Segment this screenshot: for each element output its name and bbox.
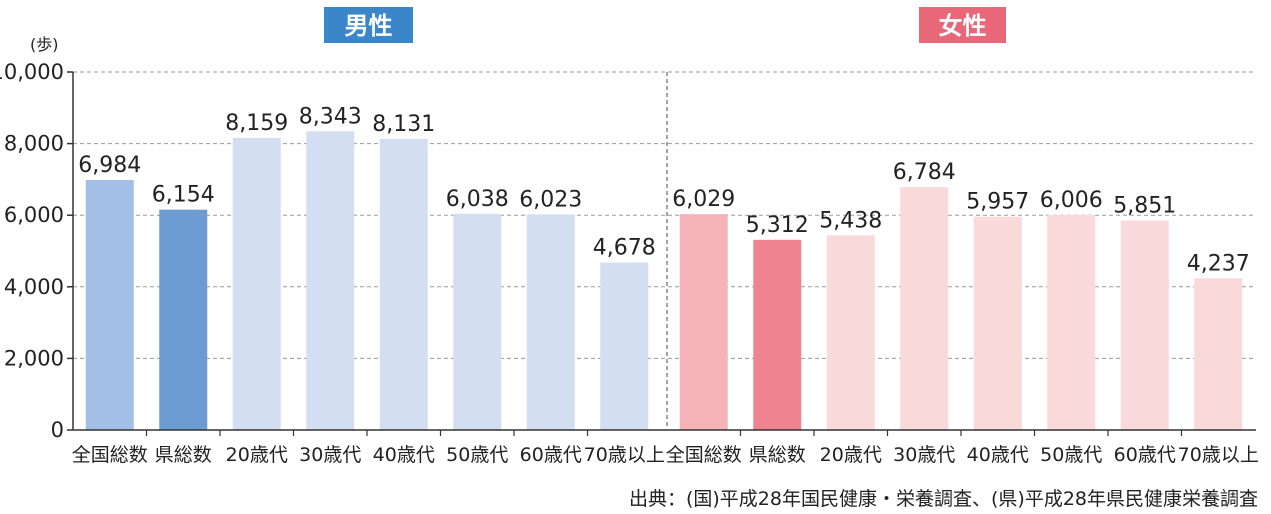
value-label: 5,438: [819, 208, 882, 233]
value-label: 5,957: [966, 190, 1029, 215]
category-label: 40歳代: [373, 444, 435, 466]
value-label: 8,131: [372, 112, 435, 137]
category-label: 県総数: [749, 444, 806, 466]
bar: [526, 214, 575, 430]
source-note: 出典：(国)平成28年国民健康・栄養調査、(県)平成28年県民健康栄養調査: [629, 488, 1258, 510]
bar: [900, 187, 949, 430]
category-label: 県総数: [155, 444, 212, 466]
y-unit-label: (歩): [30, 35, 59, 54]
titles-layer: 男性 女性: [324, 7, 1006, 43]
bar: [232, 137, 281, 430]
bar: [679, 214, 728, 430]
female-title: 女性: [939, 12, 987, 40]
category-label: 20歳代: [226, 444, 288, 466]
category-label: 40歳代: [967, 444, 1029, 466]
bar: [600, 262, 649, 430]
bar: [379, 138, 428, 430]
y-tick-label: 6,000: [4, 203, 64, 227]
bars-layer: 6,984 全国総数 6,154 県総数 8,159 20歳代 8,343 30歳代 8,131…: [72, 104, 1259, 466]
category-label: 60歳代: [520, 444, 582, 466]
male-title-box: [324, 7, 413, 43]
category-label: 全国総数: [666, 444, 742, 466]
ticks-layer: 0 2,000 4,000 6,000 8,000 10,000: [0, 60, 73, 442]
value-label: 8,343: [299, 104, 362, 129]
category-label: 70歳以上: [584, 444, 665, 466]
y-tick-label: 0: [51, 418, 64, 442]
bar: [159, 209, 208, 430]
bar: [1120, 220, 1169, 430]
value-label: 6,006: [1040, 188, 1103, 213]
category-label: 20歳代: [820, 444, 882, 466]
value-label: 4,678: [593, 236, 656, 261]
value-label: 6,784: [893, 160, 956, 185]
axis-layer: (歩) 出典：(国)平成28年国民健康・栄養調査、(県)平成28年県民健康栄養調…: [30, 35, 1258, 510]
category-label: 50歳代: [1040, 444, 1102, 466]
value-label: 6,154: [152, 183, 215, 208]
bar: [973, 216, 1022, 430]
category-label: 50歳代: [446, 444, 508, 466]
category-label: 30歳代: [893, 444, 955, 466]
value-label: 5,312: [746, 213, 809, 238]
value-label: 6,038: [446, 187, 509, 212]
value-label: 4,237: [1187, 251, 1250, 276]
y-tick-label: 10,000: [0, 60, 64, 84]
bar: [1194, 278, 1243, 430]
y-tick-label: 2,000: [4, 346, 64, 370]
y-tick-label: 8,000: [4, 132, 64, 156]
bar: [453, 213, 502, 430]
y-tick-label: 4,000: [4, 275, 64, 299]
category-label: 70歳以上: [1178, 444, 1259, 466]
male-title: 男性: [345, 12, 393, 40]
bar: [753, 239, 802, 430]
bar: [306, 131, 355, 430]
value-label: 8,159: [225, 111, 288, 136]
bar: [826, 235, 875, 430]
category-label: 全国総数: [72, 444, 148, 466]
female-title-box: [919, 7, 1006, 43]
value-label: 5,851: [1113, 194, 1176, 219]
value-label: 6,984: [78, 153, 141, 178]
value-label: 6,023: [519, 187, 582, 212]
category-label: 60歳代: [1114, 444, 1176, 466]
bar: [85, 179, 134, 430]
category-label: 30歳代: [299, 444, 361, 466]
value-label: 6,029: [672, 187, 735, 212]
bar: [1047, 214, 1096, 430]
